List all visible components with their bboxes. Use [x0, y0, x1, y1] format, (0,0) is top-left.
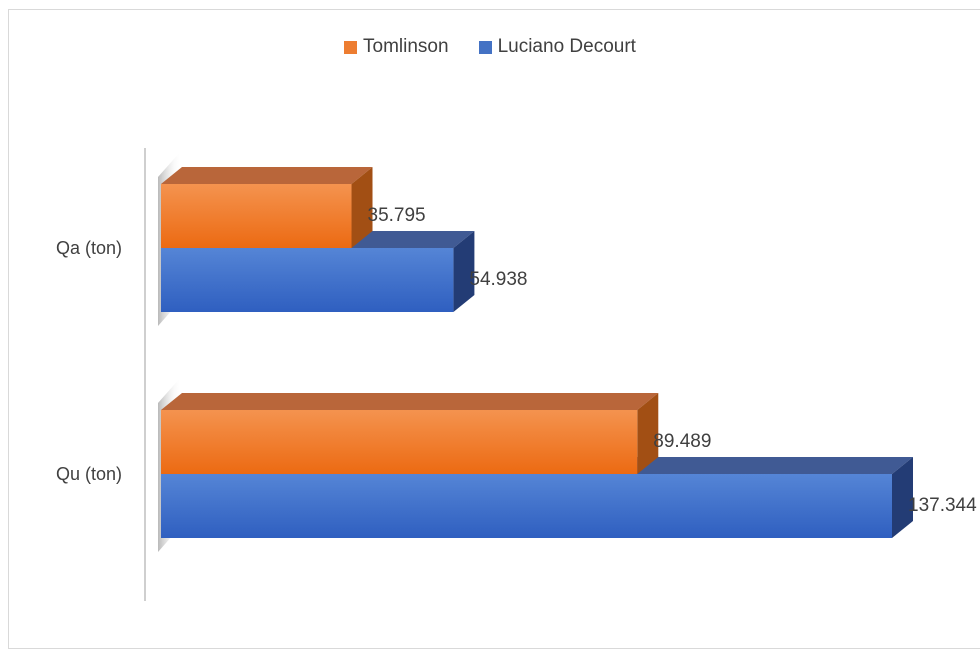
bar-luciano-decourt-qu-ton: [161, 474, 892, 538]
bar-tomlinson-qa-ton: [161, 184, 352, 248]
bar-top-tomlinson-qa-ton: [161, 167, 373, 184]
category-label-qa-ton: Qa (ton): [56, 238, 122, 258]
value-label-luciano-decourt-qu-ton: 137.344: [908, 495, 977, 516]
value-label-luciano-decourt-qa-ton: 54.938: [469, 269, 527, 290]
value-label-tomlinson-qa-ton: 35.795: [368, 205, 426, 226]
bar-tomlinson-qu-ton: [161, 410, 637, 474]
bar-luciano-decourt-qa-ton: [161, 248, 453, 312]
category-label-qu-ton: Qu (ton): [56, 464, 122, 484]
bar-top-tomlinson-qu-ton: [161, 393, 658, 410]
value-label-tomlinson-qu-ton: 89.489: [653, 431, 711, 452]
bar-chart: Qa (ton) 54.938 35.795 Qu (ton) 137.344 89.48…: [0, 0, 980, 625]
bars-group: [161, 167, 913, 538]
